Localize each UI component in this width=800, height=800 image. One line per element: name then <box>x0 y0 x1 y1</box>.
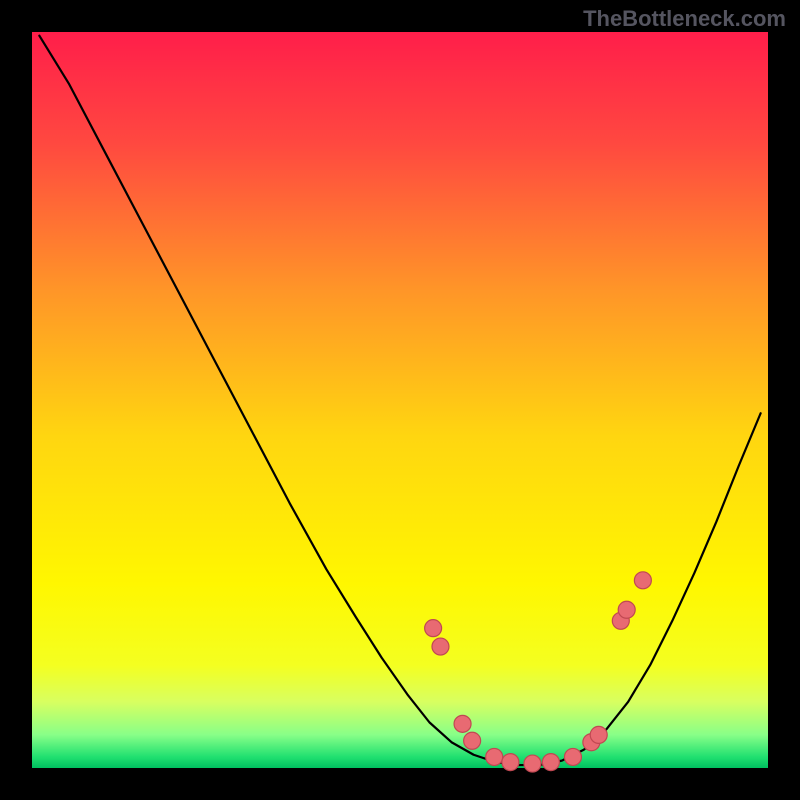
bottleneck-chart <box>0 0 800 800</box>
data-marker <box>432 638 449 655</box>
data-marker <box>564 748 581 765</box>
data-marker <box>590 726 607 743</box>
data-marker <box>524 755 541 772</box>
data-marker <box>454 715 471 732</box>
data-marker <box>634 572 651 589</box>
data-marker <box>618 601 635 618</box>
gradient-background <box>32 32 768 768</box>
data-marker <box>502 754 519 771</box>
data-marker <box>486 748 503 765</box>
chart-container: TheBottleneck.com <box>0 0 800 800</box>
data-marker <box>464 732 481 749</box>
data-marker <box>425 620 442 637</box>
watermark-text: TheBottleneck.com <box>583 6 786 32</box>
data-marker <box>542 754 559 771</box>
